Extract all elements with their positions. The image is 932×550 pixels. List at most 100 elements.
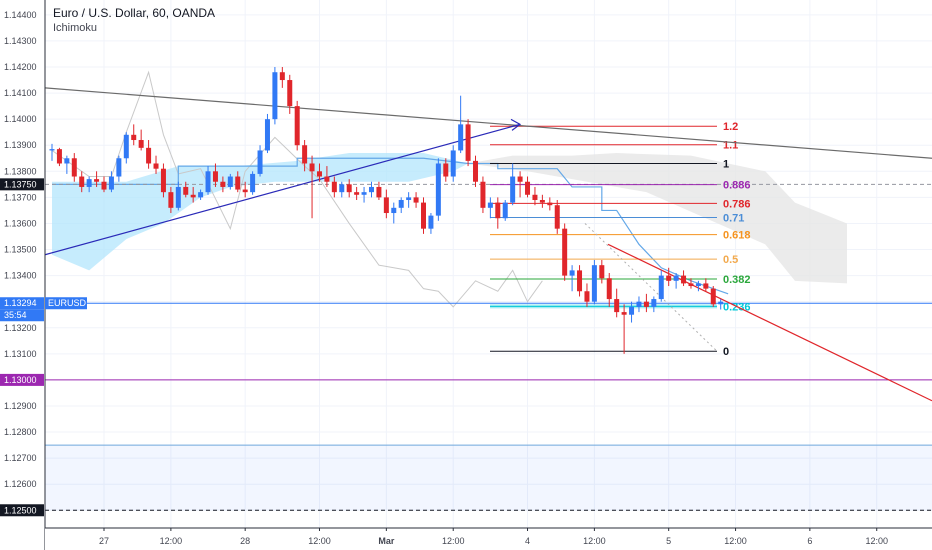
candle-body [435, 163, 441, 216]
candle-body [309, 163, 315, 172]
candle-body [643, 301, 649, 307]
trendline-arrow [510, 118, 522, 131]
candle-body [138, 140, 144, 148]
candle-body [473, 160, 479, 182]
price-label-text: 1.13750 [4, 179, 37, 189]
price-tick-label: 1.12600 [4, 479, 37, 489]
time-tick-label: 28 [240, 536, 250, 546]
candle-body [703, 283, 709, 289]
candle-body [569, 270, 575, 276]
candle-body [502, 202, 508, 219]
time-tick-label: 12:00 [160, 536, 183, 546]
candle-body [398, 199, 404, 208]
candle-body [79, 176, 85, 187]
countdown-text: 35:54 [4, 310, 27, 320]
price-label-tag [0, 178, 44, 191]
candle-body [361, 192, 367, 195]
candle-body [264, 119, 270, 151]
candle-body [64, 158, 70, 164]
candle-body [525, 181, 531, 195]
price-axis-bg [0, 0, 45, 528]
time-tick-label: Mar [378, 536, 395, 546]
candle-body [450, 150, 456, 177]
candle-body [599, 265, 605, 279]
price-label-text: 1.13000 [4, 375, 37, 385]
time-tick-label: 27 [99, 536, 109, 546]
candle-body [116, 158, 122, 177]
candle-body [614, 299, 620, 313]
candle-body [391, 207, 397, 214]
price-tick-label: 1.12800 [4, 427, 37, 437]
candle-body [666, 275, 672, 281]
candle-body [606, 278, 612, 300]
candle-body [272, 72, 278, 120]
candle-body [487, 202, 493, 208]
time-tick-label: 12:00 [308, 536, 331, 546]
horizontal-lines [45, 183, 932, 511]
price-label-tag [0, 297, 44, 310]
fib-level-label: 1 [723, 158, 729, 170]
candles [49, 67, 724, 354]
candle-body [688, 283, 694, 287]
price-tick-label: 1.14000 [4, 114, 37, 124]
price-axis[interactable]: 1.14400 1.14300 1.14200 1.14100 1.14000 1.139… [0, 0, 87, 550]
price-tick-label: 1.14100 [4, 88, 37, 98]
fib-level-label: 0.786 [723, 198, 751, 210]
candle-body [324, 176, 330, 182]
candle-body [547, 202, 553, 206]
candle-body [153, 163, 159, 169]
cloud-bullish [52, 153, 469, 271]
price-label-text: 1.13294 [4, 298, 37, 308]
grid [45, 0, 932, 528]
price-tick-label: 1.14200 [4, 62, 37, 72]
candle-body [718, 301, 724, 305]
candle-body [212, 171, 218, 182]
candle-body [532, 194, 538, 200]
time-tick-label: 6 [807, 536, 812, 546]
candle-body [406, 197, 412, 200]
time-axis-bg [45, 528, 932, 550]
candle-body [621, 312, 627, 315]
price-tick-label: 1.12700 [4, 453, 37, 463]
candle-body [198, 192, 204, 198]
candle-body [584, 291, 590, 302]
candle-body [465, 124, 471, 161]
candle-body [413, 197, 419, 203]
price-tick-label: 1.12900 [4, 401, 37, 411]
candle-body [86, 179, 92, 187]
candle-body [539, 199, 545, 203]
candle-body [235, 176, 241, 190]
ichimoku-cloud [52, 153, 848, 284]
candle-body [331, 181, 337, 193]
candle-body [108, 176, 114, 190]
time-tick-label: 12:00 [583, 536, 606, 546]
time-tick-label: 12:00 [724, 536, 747, 546]
trend-lines[interactable] [44, 87, 932, 402]
indicator-label: Ichimoku [53, 22, 98, 34]
candle-body [629, 306, 635, 315]
time-axis[interactable]: 27 12:00 28 12:00 Mar 12:00 4 12:00 5 12:00 6 12:00 [45, 527, 932, 550]
price-label-text: 1.12500 [4, 505, 37, 515]
candle-body [554, 205, 560, 229]
candle-body [383, 197, 389, 214]
fib-diagonal [584, 223, 718, 352]
price-label-tag [0, 504, 44, 517]
candle-body [302, 145, 308, 164]
candle-body [368, 186, 374, 193]
candle-body [168, 192, 174, 208]
candle-body [190, 194, 196, 198]
candle-body [49, 149, 55, 151]
price-tick-label: 1.13200 [4, 323, 37, 333]
base-line [52, 157, 729, 295]
price-tick-label: 1.14300 [4, 36, 37, 46]
price-tick-label: 1.14400 [4, 10, 37, 20]
candle-body [346, 184, 352, 193]
fib-level-label: 0 [723, 346, 729, 358]
downtrend-line [607, 243, 932, 402]
price-zone [45, 444, 932, 511]
fib-level-label: 0.5 [723, 254, 738, 266]
candle-body [421, 202, 426, 229]
fib-level-label: 1.2 [723, 121, 738, 133]
